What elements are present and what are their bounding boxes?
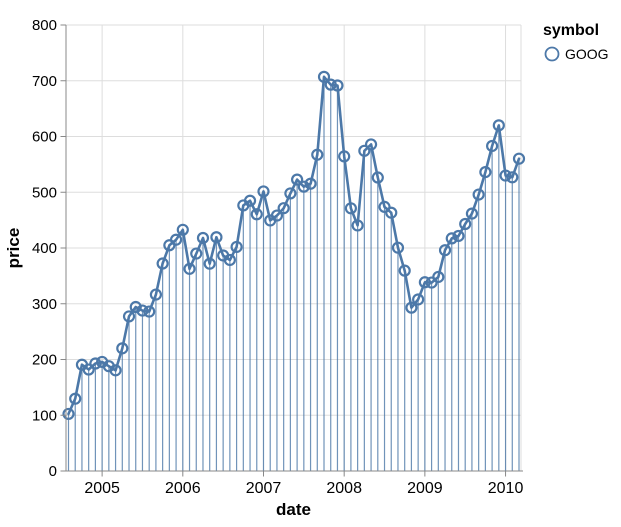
data-point[interactable] — [136, 304, 149, 317]
data-point[interactable] — [176, 223, 189, 236]
data-point[interactable] — [89, 357, 102, 370]
legend: symbol GOOG — [543, 22, 609, 63]
data-point[interactable] — [405, 301, 418, 314]
data-point[interactable] — [257, 185, 270, 198]
data-point[interactable] — [358, 144, 371, 157]
x-tick-label: 2007 — [246, 480, 282, 497]
y-tick-label: 400 — [32, 240, 57, 257]
y-tick-label: 200 — [32, 352, 57, 369]
data-point[interactable] — [492, 119, 505, 132]
y-tick-label: 100 — [32, 407, 57, 424]
data-point[interactable] — [459, 217, 472, 231]
data-point[interactable] — [284, 187, 297, 200]
data-point[interactable] — [203, 257, 216, 270]
data-point[interactable] — [62, 407, 75, 421]
data-point[interactable] — [196, 231, 210, 245]
series-symbol-icon — [544, 46, 560, 62]
data-point[interactable] — [331, 79, 344, 92]
y-tick-label: 600 — [32, 129, 57, 146]
data-point[interactable] — [190, 247, 203, 260]
data-point[interactable] — [452, 229, 465, 243]
data-point[interactable] — [412, 293, 425, 306]
data-point[interactable] — [223, 253, 236, 267]
y-tick-label: 700 — [32, 73, 57, 90]
data-point[interactable] — [445, 232, 458, 245]
data-point[interactable] — [398, 264, 411, 277]
data-point[interactable] — [499, 169, 512, 182]
y-tick-label: 500 — [32, 184, 57, 201]
data-point[interactable] — [432, 270, 445, 284]
data-point[interactable] — [472, 188, 485, 201]
x-tick-label: 2008 — [326, 480, 362, 497]
x-tick-label: 2006 — [165, 480, 201, 497]
data-point[interactable] — [143, 305, 156, 318]
data-point[interactable] — [116, 342, 129, 355]
data-point[interactable] — [277, 202, 290, 215]
data-point[interactable] — [506, 171, 519, 184]
data-point[interactable] — [338, 150, 351, 163]
data-point[interactable] — [418, 276, 431, 289]
x-axis-title: date — [276, 500, 311, 519]
x-tick-label: 2005 — [84, 480, 120, 497]
y-axis-title: price — [4, 227, 23, 269]
data-point[interactable] — [311, 148, 324, 161]
data-point[interactable] — [183, 262, 196, 275]
data-point[interactable] — [304, 177, 317, 190]
data-point[interactable] — [297, 180, 310, 193]
y-tick-label: 300 — [32, 296, 57, 313]
data-point[interactable] — [69, 392, 82, 405]
data-point[interactable] — [385, 206, 398, 219]
data-point[interactable] — [486, 139, 499, 153]
data-point[interactable] — [250, 208, 263, 221]
data-point[interactable] — [243, 194, 257, 207]
data-point[interactable] — [391, 241, 405, 254]
data-point[interactable] — [82, 363, 95, 376]
data-point[interactable] — [270, 209, 284, 222]
y-tick-label: 0 — [49, 463, 57, 480]
legend-item-label: GOOG — [565, 46, 609, 62]
y-tick-label: 800 — [32, 17, 57, 34]
data-point[interactable] — [210, 231, 223, 244]
data-point[interactable] — [512, 152, 526, 165]
data-point[interactable] — [438, 244, 452, 257]
data-point[interactable] — [371, 171, 384, 184]
data-point[interactable] — [109, 364, 122, 377]
data-point[interactable] — [351, 219, 364, 232]
legend-item-goog[interactable]: GOOG — [543, 45, 609, 63]
data-point[interactable] — [149, 288, 163, 301]
data-point[interactable] — [230, 240, 243, 254]
data-point[interactable] — [364, 138, 378, 151]
data-point[interactable] — [324, 78, 337, 91]
data-point[interactable] — [479, 166, 492, 179]
data-point[interactable] — [156, 257, 169, 270]
x-tick-label: 2009 — [407, 480, 443, 497]
legend-title: symbol — [543, 22, 600, 39]
data-point[interactable] — [129, 300, 142, 314]
data-point[interactable] — [465, 207, 479, 220]
data-point[interactable] — [291, 173, 304, 186]
data-point[interactable] — [317, 70, 331, 83]
data-point[interactable] — [344, 202, 358, 215]
x-tick-label: 2010 — [488, 480, 524, 497]
data-point[interactable] — [169, 233, 183, 246]
data-point[interactable] — [122, 310, 136, 323]
